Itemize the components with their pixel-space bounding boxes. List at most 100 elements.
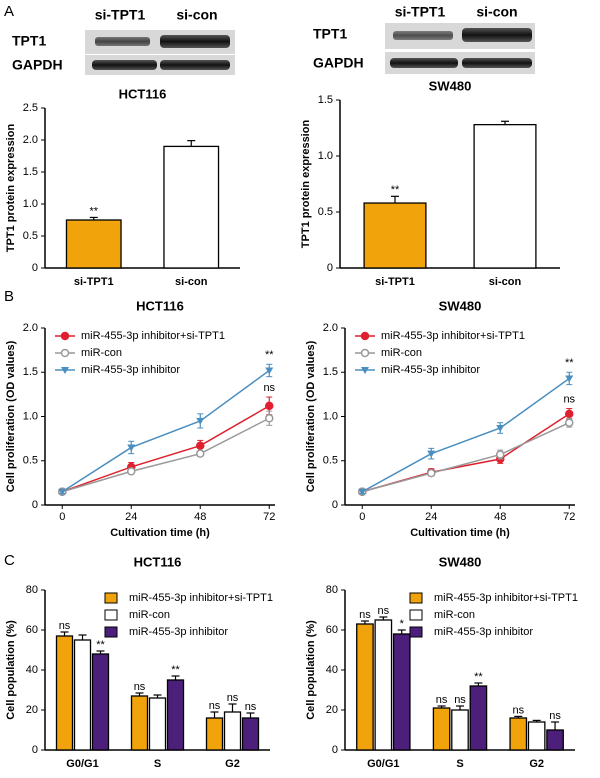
marker (496, 450, 505, 459)
legend-marker (360, 331, 370, 341)
annotation: ** (96, 639, 105, 651)
y-axis-label: Cell population (%) (305, 620, 317, 720)
legend-label: miR-455-3p inhibitor (129, 626, 228, 638)
x-tick-label: 0 (359, 511, 365, 523)
x-tick-label: si-TPT1 (375, 276, 415, 288)
y-tick-label: 0.5 (23, 455, 38, 467)
series-line (361, 377, 570, 493)
annotation: ns (563, 393, 575, 405)
legend-marker (60, 331, 70, 341)
x-tick-label: 72 (263, 511, 275, 523)
blot-band (95, 37, 150, 46)
annotation: ns (227, 692, 239, 704)
y-axis-label: TPT1 protein expression (300, 120, 312, 249)
marker (127, 444, 136, 452)
x-tick-label: si-TPT1 (74, 276, 114, 288)
x-tick-label: si-con (489, 276, 522, 288)
y-tick-label: 0 (332, 499, 338, 511)
y-tick-label: 80 (326, 584, 338, 596)
annotation: ** (391, 184, 400, 196)
y-tick-label: 0 (32, 499, 38, 511)
annotation: ns (549, 710, 561, 722)
x-tick-label: 0 (59, 511, 65, 523)
annotation: ** (565, 357, 574, 369)
y-tick-label: 60 (326, 624, 338, 636)
panel-label: B (4, 288, 14, 305)
y-axis-label: Cell population (%) (5, 620, 17, 720)
y-tick-label: 40 (326, 664, 338, 676)
marker (427, 450, 436, 458)
chart-title: HCT116 (136, 298, 184, 313)
legend-label: miR-455-3p inhibitor (81, 364, 180, 376)
blot-band (160, 35, 230, 48)
marker (265, 401, 274, 411)
y-tick-label: 2.0 (23, 134, 38, 146)
x-tick-label: 48 (494, 511, 506, 523)
x-tick-label: G0/G1 (367, 758, 399, 770)
legend-marker (60, 348, 70, 358)
legend-swatch (104, 592, 118, 604)
marker (565, 418, 574, 427)
bar (148, 697, 167, 751)
y-tick-label: 0 (32, 744, 38, 756)
annotation: ns (134, 681, 146, 693)
blot-lane: si-con (176, 7, 217, 23)
legend-label: miR-455-3p inhibitor (381, 364, 480, 376)
legend-label: miR-455-3p inhibitor+si-TPT1 (381, 330, 525, 342)
bar (374, 619, 393, 751)
annotation: ** (171, 664, 180, 676)
x-tick-label: 48 (194, 511, 206, 523)
y-tick-label: 0.5 (318, 206, 333, 218)
y-tick-label: 0 (332, 744, 338, 756)
y-tick-label: 80 (26, 584, 38, 596)
x-tick-label: 24 (125, 511, 137, 523)
blot-row: TPT1 (12, 33, 46, 49)
annotation: ns (245, 701, 257, 713)
y-tick-label: 1.0 (23, 410, 38, 422)
chart-title: SW480 (439, 554, 482, 569)
annotation: ** (265, 349, 274, 361)
annotation: ns (454, 694, 466, 706)
bar (473, 123, 537, 269)
legend-swatch (409, 592, 423, 604)
chart-title: HCT116 (119, 86, 167, 101)
y-tick-label: 20 (26, 704, 38, 716)
y-tick-label: 2.0 (23, 322, 38, 334)
panel-label: A (4, 3, 14, 20)
annotation: ns (436, 694, 448, 706)
y-tick-label: 1.5 (23, 166, 38, 178)
series-line (362, 413, 570, 493)
series-line (61, 405, 270, 493)
chart-title: SW480 (439, 298, 482, 313)
y-tick-label: 2.0 (323, 322, 338, 334)
panel-label: C (4, 552, 15, 569)
y-tick-label: 2.5 (23, 102, 38, 114)
blot-band (160, 60, 230, 70)
marker (565, 409, 574, 419)
blot-band (390, 58, 458, 68)
blot-lane: si-TPT1 (95, 7, 146, 23)
blot-band (462, 58, 532, 68)
marker (127, 467, 136, 476)
annotation: ns (378, 605, 390, 617)
y-tick-label: 0 (327, 262, 333, 274)
bar (432, 707, 451, 751)
y-axis-label: Cell proliferation (OD values) (5, 340, 17, 492)
y-tick-label: 20 (326, 704, 338, 716)
blot-row: TPT1 (313, 26, 347, 42)
x-tick-label: S (456, 758, 463, 770)
y-tick-label: 40 (26, 664, 38, 676)
marker (358, 488, 367, 496)
legend-marker (360, 348, 370, 358)
bar (356, 623, 374, 751)
blot-band (393, 31, 453, 40)
blot-row: GAPDH (313, 55, 364, 71)
y-tick-label: 0.5 (23, 230, 38, 242)
bar (241, 717, 260, 751)
annotation: ns (512, 704, 524, 716)
bar (363, 202, 427, 269)
bar (509, 717, 528, 751)
legend-swatch (409, 609, 423, 621)
